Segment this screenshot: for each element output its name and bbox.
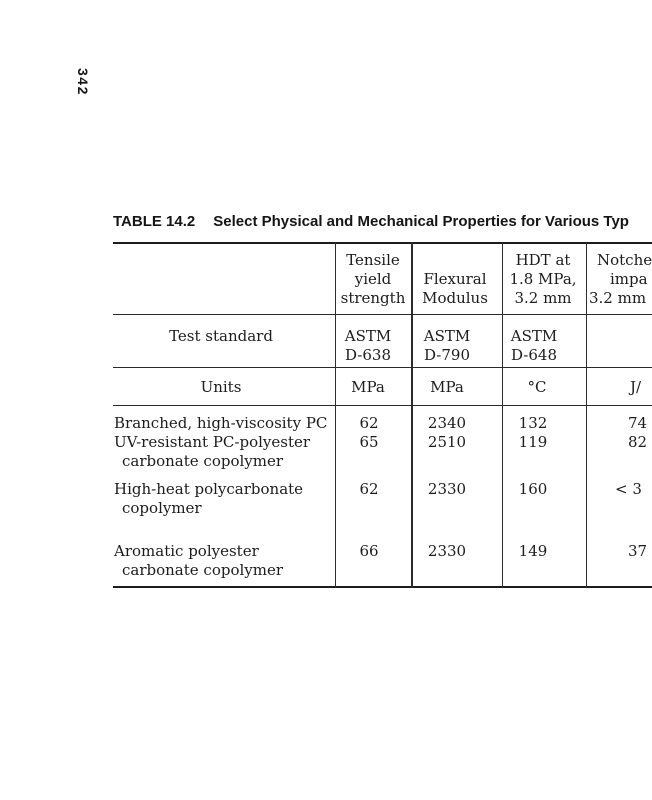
- table-divider-3: [501, 242, 503, 588]
- table-rule-units-bottom: [113, 405, 652, 407]
- header-flexural-line: Flexural: [423, 270, 487, 288]
- row-flexural-value: 2510: [427, 433, 467, 451]
- units-label: Units: [200, 378, 242, 396]
- table-rule-teststd-bottom: [113, 367, 652, 369]
- test-standard-label: Test standard: [169, 327, 273, 345]
- row-name: High-heat polycarbonate: [114, 480, 304, 498]
- page-number: 342: [75, 68, 91, 96]
- row-impact-value: 74: [628, 414, 648, 432]
- header-tensile-line: strength: [340, 289, 406, 307]
- table-divider-4: [586, 242, 588, 588]
- row-tensile-value: 66: [359, 542, 379, 560]
- table-caption-label: TABLE 14.2: [113, 213, 196, 230]
- row-impact-value: 37: [628, 542, 648, 560]
- row-flexural-value: 2330: [427, 542, 467, 560]
- test-standard-flexural: ASTM: [423, 327, 471, 345]
- row-tensile-value: 65: [359, 433, 379, 451]
- row-name: Branched, high-viscosity PC: [114, 414, 328, 432]
- header-impact-line: impa: [610, 270, 648, 288]
- row-impact-value: < 3: [615, 480, 642, 498]
- test-standard-flexural: D-790: [423, 346, 470, 364]
- row-name: Aromatic polyester: [114, 542, 259, 560]
- table-caption-title: Select Physical and Mechanical Propertie…: [213, 213, 629, 230]
- row-hdt-value: 149: [518, 542, 548, 560]
- table-divider-2: [411, 242, 413, 588]
- row-flexural-value: 2340: [427, 414, 467, 432]
- row-tensile-value: 62: [359, 480, 379, 498]
- row-name-continued: carbonate copolymer: [122, 561, 284, 579]
- table-caption: TABLE 14.2 Select Physical and Mechanical…: [113, 213, 629, 230]
- table-rule-header-bottom: [113, 314, 652, 316]
- test-standard-hdt: ASTM: [510, 327, 558, 345]
- row-impact-value: 82: [628, 433, 648, 451]
- header-tensile-line: Tensile: [346, 251, 400, 269]
- row-hdt-value: 132: [518, 414, 548, 432]
- units-flexural: MPa: [430, 378, 464, 396]
- row-name: UV-resistant PC-polyester: [114, 433, 311, 451]
- header-impact-line: 3.2 mm: [589, 289, 647, 307]
- units-impact: J/: [630, 378, 642, 396]
- header-tensile-line: yield: [354, 270, 392, 288]
- header-flexural-line: Modulus: [422, 289, 488, 307]
- test-standard-tensile: D-638: [344, 346, 391, 364]
- header-hdt-line: HDT at: [515, 251, 571, 269]
- row-flexural-value: 2330: [427, 480, 467, 498]
- header-hdt-line: 1.8 MPa,: [509, 270, 577, 288]
- row-tensile-value: 62: [359, 414, 379, 432]
- test-standard-tensile: ASTM: [344, 327, 392, 345]
- table-rule-top: [113, 241, 652, 244]
- test-standard-hdt: D-648: [510, 346, 557, 364]
- units-hdt: °C: [527, 378, 547, 396]
- header-hdt-line: 3.2 mm: [514, 289, 572, 307]
- row-hdt-value: 119: [518, 433, 548, 451]
- row-name-continued: carbonate copolymer: [122, 452, 284, 470]
- header-impact-line: Notche: [597, 251, 652, 269]
- table-rule-bottom: [113, 585, 652, 589]
- row-name-continued: copolymer: [122, 499, 202, 517]
- row-hdt-value: 160: [518, 480, 548, 498]
- table-divider-1: [334, 242, 336, 588]
- units-tensile: MPa: [351, 378, 385, 396]
